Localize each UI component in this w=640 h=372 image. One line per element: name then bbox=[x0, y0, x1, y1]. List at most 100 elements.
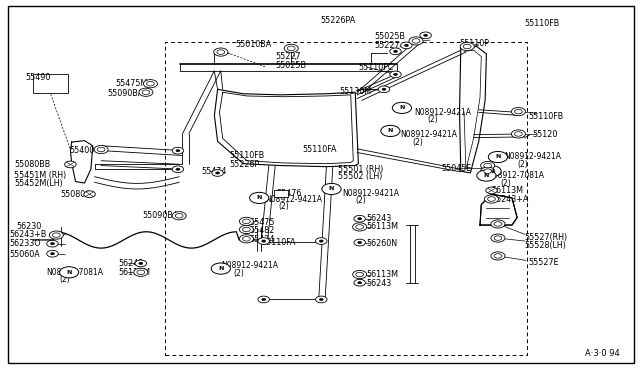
Circle shape bbox=[262, 298, 266, 301]
Circle shape bbox=[322, 183, 341, 195]
Circle shape bbox=[484, 195, 499, 203]
Bar bbox=[165, 42, 527, 355]
Circle shape bbox=[176, 150, 180, 152]
Text: 56243+B: 56243+B bbox=[10, 230, 47, 239]
Text: 55490: 55490 bbox=[26, 73, 51, 82]
Circle shape bbox=[488, 197, 495, 201]
Circle shape bbox=[139, 262, 143, 264]
Text: 55090BA: 55090BA bbox=[142, 211, 179, 220]
Circle shape bbox=[409, 37, 423, 45]
Text: 56113M: 56113M bbox=[492, 186, 524, 195]
Circle shape bbox=[239, 217, 253, 225]
Circle shape bbox=[481, 167, 495, 175]
Circle shape bbox=[491, 252, 505, 260]
Text: 55110FC: 55110FC bbox=[358, 63, 394, 72]
Circle shape bbox=[137, 270, 145, 275]
Circle shape bbox=[214, 48, 228, 56]
Text: 55080BB: 55080BB bbox=[14, 160, 51, 169]
Text: 55110FA: 55110FA bbox=[261, 238, 296, 247]
Text: 55045E: 55045E bbox=[442, 164, 472, 173]
Circle shape bbox=[482, 166, 501, 177]
Text: 56113M: 56113M bbox=[118, 268, 150, 277]
Circle shape bbox=[491, 234, 505, 242]
Text: N08912-9421A: N08912-9421A bbox=[342, 189, 399, 198]
Circle shape bbox=[51, 253, 54, 255]
Text: 55227: 55227 bbox=[374, 41, 400, 50]
Circle shape bbox=[353, 270, 367, 279]
Circle shape bbox=[239, 235, 253, 243]
Circle shape bbox=[358, 241, 362, 244]
Circle shape bbox=[477, 170, 496, 181]
Text: 55502 (LH): 55502 (LH) bbox=[338, 172, 382, 181]
Text: 55475: 55475 bbox=[250, 218, 275, 227]
Circle shape bbox=[316, 238, 327, 244]
Circle shape bbox=[354, 279, 365, 286]
Text: (2): (2) bbox=[278, 202, 289, 211]
Circle shape bbox=[243, 219, 250, 224]
Text: N08912-9421A: N08912-9421A bbox=[504, 153, 561, 161]
Circle shape bbox=[460, 42, 474, 51]
Text: 55475M: 55475M bbox=[115, 79, 148, 88]
Circle shape bbox=[51, 243, 54, 245]
Text: 55226PA: 55226PA bbox=[320, 16, 355, 25]
Text: 55476: 55476 bbox=[276, 189, 302, 198]
Circle shape bbox=[354, 215, 365, 222]
Text: N: N bbox=[67, 270, 72, 275]
Bar bbox=[33, 74, 68, 93]
Circle shape bbox=[515, 109, 522, 114]
Circle shape bbox=[515, 132, 522, 136]
Circle shape bbox=[319, 298, 323, 301]
Circle shape bbox=[424, 34, 428, 36]
Text: (2): (2) bbox=[234, 269, 244, 278]
Text: N08912-9421A: N08912-9421A bbox=[415, 108, 472, 117]
Circle shape bbox=[353, 223, 367, 231]
Text: 55130M: 55130M bbox=[339, 87, 371, 96]
Circle shape bbox=[356, 225, 364, 229]
Circle shape bbox=[463, 44, 471, 49]
Circle shape bbox=[135, 260, 147, 267]
Circle shape bbox=[65, 161, 76, 168]
Circle shape bbox=[52, 233, 60, 237]
Text: 55010BA: 55010BA bbox=[236, 40, 272, 49]
Circle shape bbox=[494, 254, 502, 258]
Text: N: N bbox=[388, 128, 393, 134]
Circle shape bbox=[412, 39, 420, 43]
Circle shape bbox=[134, 268, 148, 276]
Text: 55424: 55424 bbox=[250, 235, 275, 244]
Circle shape bbox=[358, 218, 362, 220]
Text: 56113M: 56113M bbox=[366, 222, 398, 231]
Text: 56243: 56243 bbox=[118, 259, 143, 268]
Circle shape bbox=[243, 237, 250, 241]
Text: 56260N: 56260N bbox=[366, 239, 397, 248]
Text: 55025B: 55025B bbox=[275, 61, 306, 70]
Circle shape bbox=[420, 32, 431, 39]
Text: N: N bbox=[329, 186, 334, 192]
Text: N08912-7081A: N08912-7081A bbox=[488, 171, 545, 180]
Text: 56233O: 56233O bbox=[10, 239, 41, 248]
Text: 55110FA: 55110FA bbox=[302, 145, 337, 154]
Circle shape bbox=[139, 88, 153, 96]
Text: 55080A: 55080A bbox=[61, 190, 92, 199]
Circle shape bbox=[354, 239, 365, 246]
Circle shape bbox=[143, 80, 157, 88]
Text: 55090BA: 55090BA bbox=[108, 89, 144, 97]
Text: 55501 (RH): 55501 (RH) bbox=[338, 165, 383, 174]
Circle shape bbox=[382, 88, 386, 90]
Text: N08912-9421A: N08912-9421A bbox=[221, 262, 278, 270]
Circle shape bbox=[217, 50, 225, 54]
Circle shape bbox=[172, 212, 186, 220]
Circle shape bbox=[47, 240, 58, 247]
Text: 55110FB: 55110FB bbox=[525, 19, 560, 28]
Text: 56230: 56230 bbox=[16, 222, 41, 231]
Text: 55025B: 55025B bbox=[374, 32, 405, 41]
Text: A·3·0 94: A·3·0 94 bbox=[585, 349, 620, 358]
Text: 55474: 55474 bbox=[202, 167, 227, 176]
Circle shape bbox=[392, 102, 412, 113]
Text: 55110FB: 55110FB bbox=[528, 112, 563, 121]
Text: 55110FB: 55110FB bbox=[229, 151, 264, 160]
Circle shape bbox=[486, 187, 497, 194]
Text: (2): (2) bbox=[59, 275, 70, 284]
Text: N: N bbox=[399, 105, 404, 110]
Text: 56243: 56243 bbox=[366, 214, 391, 223]
Circle shape bbox=[378, 86, 390, 93]
